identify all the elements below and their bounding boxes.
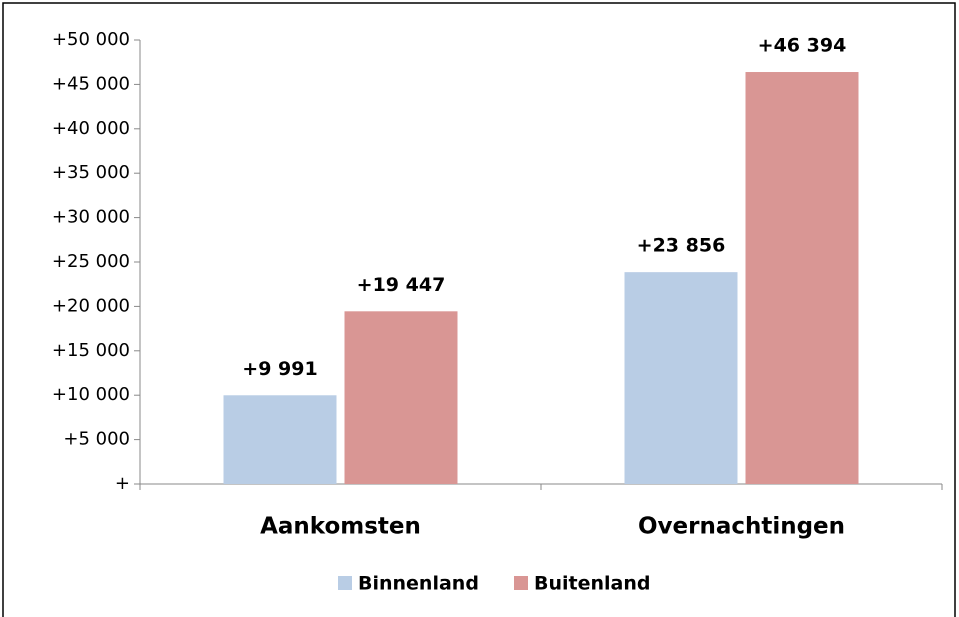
y-tick-label: +50 000 (52, 29, 130, 50)
bar (745, 72, 859, 485)
y-tick-label: +10 000 (52, 384, 130, 405)
y-tick-label: +40 000 (52, 118, 130, 139)
bar (223, 395, 337, 484)
x-tick-label: Aankomsten (260, 514, 421, 540)
y-tick-label: +25 000 (52, 251, 130, 272)
value-label: +9 991 (242, 358, 317, 380)
y-tick-label: +5 000 (63, 429, 130, 450)
value-label: +46 394 (758, 35, 847, 57)
y-tick-label: +15 000 (52, 340, 130, 361)
value-label: +19 447 (357, 274, 446, 296)
bar (344, 311, 458, 484)
y-tick-label: +30 000 (52, 207, 130, 228)
legend-label: Binnenland (358, 573, 479, 595)
value-label: +23 856 (637, 235, 726, 257)
legend-label: Buitenland (534, 573, 650, 595)
y-tick-label: +45 000 (52, 73, 130, 94)
legend-swatch (338, 576, 352, 590)
x-tick-label: Overnachtingen (638, 514, 845, 540)
legend-swatch (514, 576, 528, 590)
bar (624, 272, 738, 484)
y-tick-label: +20 000 (52, 295, 130, 316)
y-tick-label: + (115, 473, 130, 494)
y-tick-label: +35 000 (52, 162, 130, 183)
